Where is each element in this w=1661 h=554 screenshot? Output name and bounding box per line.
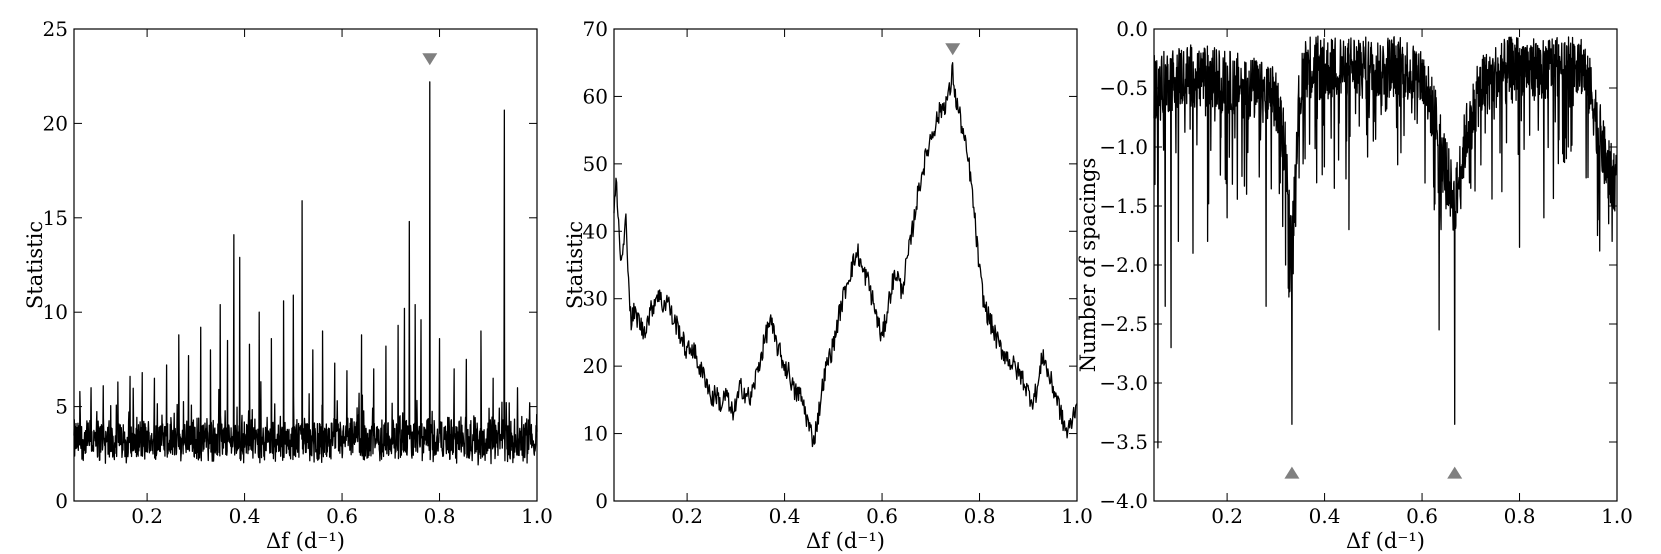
panel-3-y-tick-label: −3.5 — [1099, 430, 1148, 454]
panel-3-y-tick-label: −2.0 — [1099, 253, 1148, 277]
panel-1-y-tick-label: 10 — [43, 300, 68, 324]
panel-2-y-tick-label: 70 — [583, 17, 608, 41]
panel-3-y-axis-label: Number of spacings — [1076, 158, 1100, 372]
panel-1-marker-triangle-down — [422, 53, 438, 66]
panel-2-y-tick-label: 30 — [583, 287, 608, 311]
panel-3-y-tick-label: −4.0 — [1099, 489, 1148, 513]
panel-3-series-line — [1153, 35, 1618, 449]
panel-1-y-tick-label: 5 — [55, 395, 68, 419]
panel-2-x-tick-label: 0.2 — [671, 504, 703, 528]
panel-1: 0.2 0.4 0.6 0.8 1.0 0 5 10 15 20 25 Δf (d⁻¹) Stati… — [23, 17, 553, 553]
panel-2-x-axis-label: Δf (d⁻¹) — [806, 529, 885, 553]
panel-1-y-axis-label: Statistic — [23, 221, 47, 309]
panel-1-series-line — [73, 81, 538, 466]
panel-2-y-tick-label: 20 — [583, 354, 608, 378]
panel-1-x-tick-label: 0.4 — [229, 504, 261, 528]
panel-2-x-tick-label: 0.4 — [769, 504, 801, 528]
panel-1-y-tick-label: 25 — [43, 17, 68, 41]
panel-2-y-tick-label: 40 — [583, 219, 608, 243]
panel-3-y-tick-label: −1.0 — [1099, 135, 1148, 159]
panel-3-x-tick-label: 0.4 — [1309, 504, 1341, 528]
panel-3-x-tick-label: 0.6 — [1406, 504, 1438, 528]
panel-1-y-tick-label: 15 — [43, 206, 68, 230]
panel-3-y-tick-label: −2.5 — [1099, 312, 1148, 336]
panel-1-x-tick-label: 1.0 — [521, 504, 553, 528]
panel-3-x-tick-label: 0.8 — [1504, 504, 1536, 528]
panel-2-x-tick-label: 0.8 — [964, 504, 996, 528]
panel-1-y-tick-label: 0 — [55, 489, 68, 513]
panel-3-y-tick-label: −1.5 — [1099, 194, 1148, 218]
panel-2-y-tick-label: 50 — [583, 152, 608, 176]
panel-3-x-axis-label: Δf (d⁻¹) — [1346, 529, 1425, 553]
panel-2-series-line — [613, 62, 1078, 448]
panel-3-marker-triangle-up — [1284, 466, 1300, 479]
panel-2-y-tick-label: 60 — [583, 84, 608, 108]
panel-2-frame — [613, 28, 1078, 502]
panel-1-x-tick-label: 0.6 — [326, 504, 358, 528]
panel-1-x-tick-label: 0.8 — [424, 504, 456, 528]
panel-3: 0.2 0.4 0.6 0.8 1.0 −4.0 −3.5 −3.0 −2.5 −2.0 −1.5 −… — [1076, 17, 1633, 553]
panel-3-x-tick-label: 0.2 — [1211, 504, 1243, 528]
panel-3-y-tick-label: −3.0 — [1099, 371, 1148, 395]
panel-3-y-tick-label: 0.0 — [1116, 17, 1148, 41]
panel-2-y-tick-label: 0 — [595, 489, 608, 513]
panel-1-x-axis-label: Δf (d⁻¹) — [266, 529, 345, 553]
panel-1-x-tick-label: 0.2 — [131, 504, 163, 528]
panel-3-y-tick-label: −0.5 — [1099, 76, 1148, 100]
panel-3-marker-triangle-up — [1447, 466, 1463, 479]
panel-3-x-tick-label: 1.0 — [1601, 504, 1633, 528]
panel-2-marker-triangle-down — [945, 43, 961, 56]
panel-2-y-tick-label: 10 — [583, 422, 608, 446]
panel-2-y-axis-label: Statistic — [563, 221, 587, 309]
panel-2-x-tick-label: 1.0 — [1061, 504, 1093, 528]
panel-1-frame — [73, 28, 538, 502]
panel-2-x-tick-label: 0.6 — [866, 504, 898, 528]
panel-1-y-tick-label: 20 — [43, 111, 68, 135]
